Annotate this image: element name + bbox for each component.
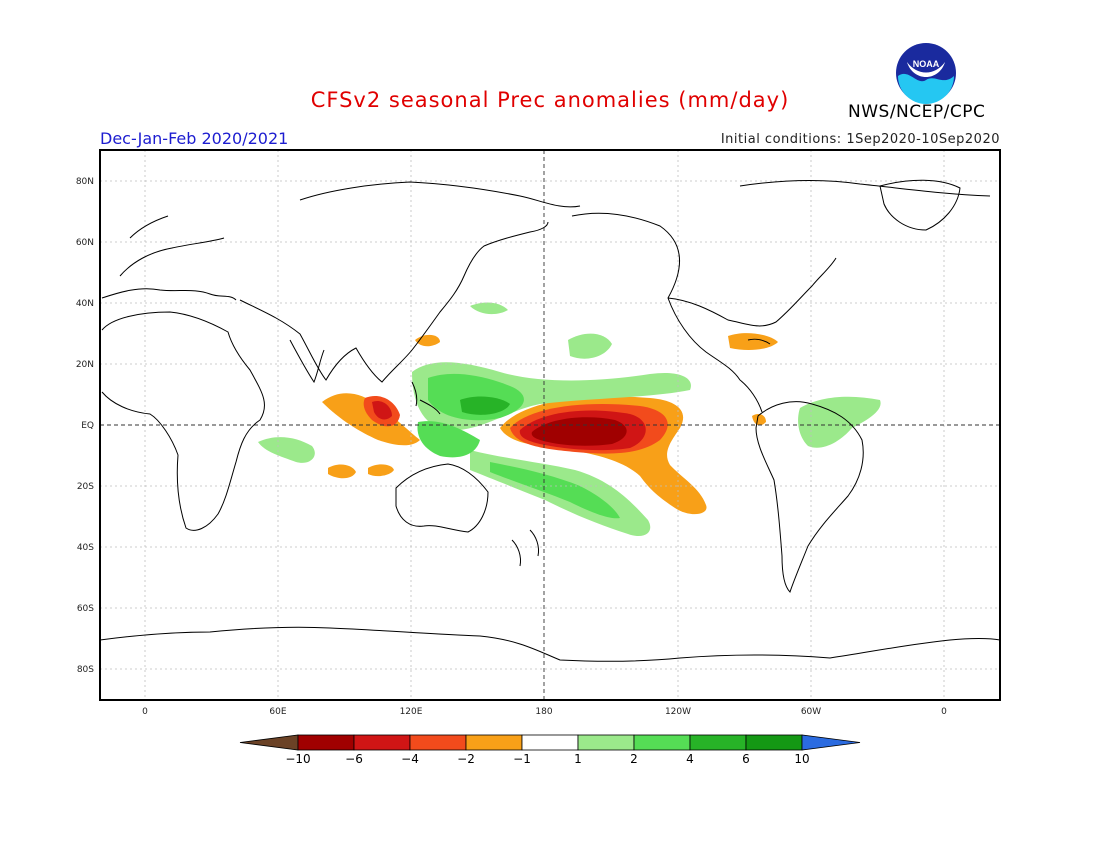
- anomaly-wet-nw-pacific-max: [460, 396, 510, 415]
- lat-label: 80S: [77, 665, 94, 675]
- lon-labels: 0 60E 120E 180 120W 60W 0: [142, 707, 947, 717]
- lat-label: 40N: [76, 299, 94, 309]
- colorbar-segment: [353, 734, 411, 751]
- coastlines: [100, 179, 1000, 662]
- coast-islands: [411, 338, 771, 415]
- colorbar-label: −10: [285, 752, 310, 766]
- colorbar-label: 10: [794, 752, 809, 766]
- lon-label: 0: [142, 707, 148, 717]
- coast-south-america: [755, 401, 864, 593]
- anomaly-dry-indian-ocean-1: [328, 464, 356, 479]
- lat-label: EQ: [81, 421, 94, 431]
- colorbar-segment: [633, 734, 691, 751]
- anomaly-dry-indian-ocean-2: [368, 464, 394, 477]
- equator-dateline: [100, 150, 1000, 700]
- colorbar-label: −1: [513, 752, 531, 766]
- colorbar-segment: [577, 734, 635, 751]
- anomaly-wet-north-pacific: [470, 302, 508, 315]
- coast-new-zealand: [511, 529, 539, 567]
- colorbar-label: 4: [686, 752, 694, 766]
- season-label: Dec-Jan-Feb 2020/2021: [100, 129, 289, 148]
- colorbar-label: −6: [345, 752, 363, 766]
- colorbar-segment: [297, 734, 355, 751]
- coast-greenland: [879, 179, 961, 231]
- colorbar-label: 6: [742, 752, 750, 766]
- lon-label: 60E: [269, 707, 286, 717]
- logo-bird: [907, 62, 945, 77]
- colorbar: −10 −6 −4 −2 −1 1 2 4 6 10: [239, 734, 861, 766]
- coast-africa: [101, 311, 265, 531]
- anomaly-dry-indonesia: [322, 393, 420, 446]
- coast-asia: [239, 181, 581, 383]
- anomaly-dry-central-pacific-peak: [531, 417, 627, 446]
- colorbar-label: 1: [574, 752, 582, 766]
- colorbar-segment: [689, 734, 747, 751]
- coast-north-america: [571, 179, 991, 413]
- colorbar-segment: [465, 734, 523, 751]
- coast-australia: [395, 463, 489, 533]
- lat-label: 60S: [77, 604, 94, 614]
- map-title: CFSv2 seasonal Prec anomalies (mm/day): [310, 88, 790, 112]
- logo-wave: [898, 73, 954, 104]
- anomaly-wet-central-north: [568, 333, 612, 359]
- lon-label: 0: [941, 707, 947, 717]
- lat-label: 40S: [77, 543, 94, 553]
- coast-antarctica: [100, 626, 1000, 662]
- anomaly-wet-south-america: [798, 396, 881, 448]
- lon-label: 120W: [665, 707, 691, 717]
- colorbar-label: −2: [457, 752, 475, 766]
- map-frame: [99, 149, 1001, 701]
- lat-label: 80N: [76, 177, 94, 187]
- anomaly-dry-colombia: [752, 414, 766, 426]
- anomaly-dry-borneo-core: [372, 400, 392, 420]
- coast-india: [289, 339, 325, 384]
- noaa-logo: NOAA: [896, 43, 956, 104]
- initial-conditions-label: Initial conditions: 1Sep2020-10Sep2020: [720, 132, 1000, 147]
- colorbar-segment: [521, 734, 579, 751]
- colorbar-left-arrow: [239, 734, 299, 751]
- lat-labels: 80N 60N 40N 20N EQ 20S 40S 60S 80S: [76, 177, 94, 675]
- lon-label: 180: [535, 707, 552, 717]
- lat-label: 20N: [76, 360, 94, 370]
- colorbar-label: −4: [401, 752, 419, 766]
- lon-label: 120E: [400, 707, 423, 717]
- anomaly-wet-south-pacific-core: [490, 462, 620, 519]
- coast-europe: [101, 215, 237, 301]
- anomaly-wet-maritime-east: [417, 421, 480, 458]
- lat-label: 60N: [76, 238, 94, 248]
- anomaly-wet-indian-ocean: [258, 437, 315, 463]
- colorbar-segment: [745, 734, 803, 751]
- anomaly-dry-gulf: [728, 333, 778, 350]
- logo-text: NOAA: [913, 59, 940, 69]
- colorbar-right-arrow: [801, 734, 861, 751]
- anomaly-fields: [258, 302, 881, 537]
- colorbar-label: 2: [630, 752, 638, 766]
- lon-label: 60W: [801, 707, 821, 717]
- agency-label: NWS/NCEP/CPC: [848, 102, 986, 122]
- lat-label: 20S: [77, 482, 94, 492]
- colorbar-segment: [409, 734, 467, 751]
